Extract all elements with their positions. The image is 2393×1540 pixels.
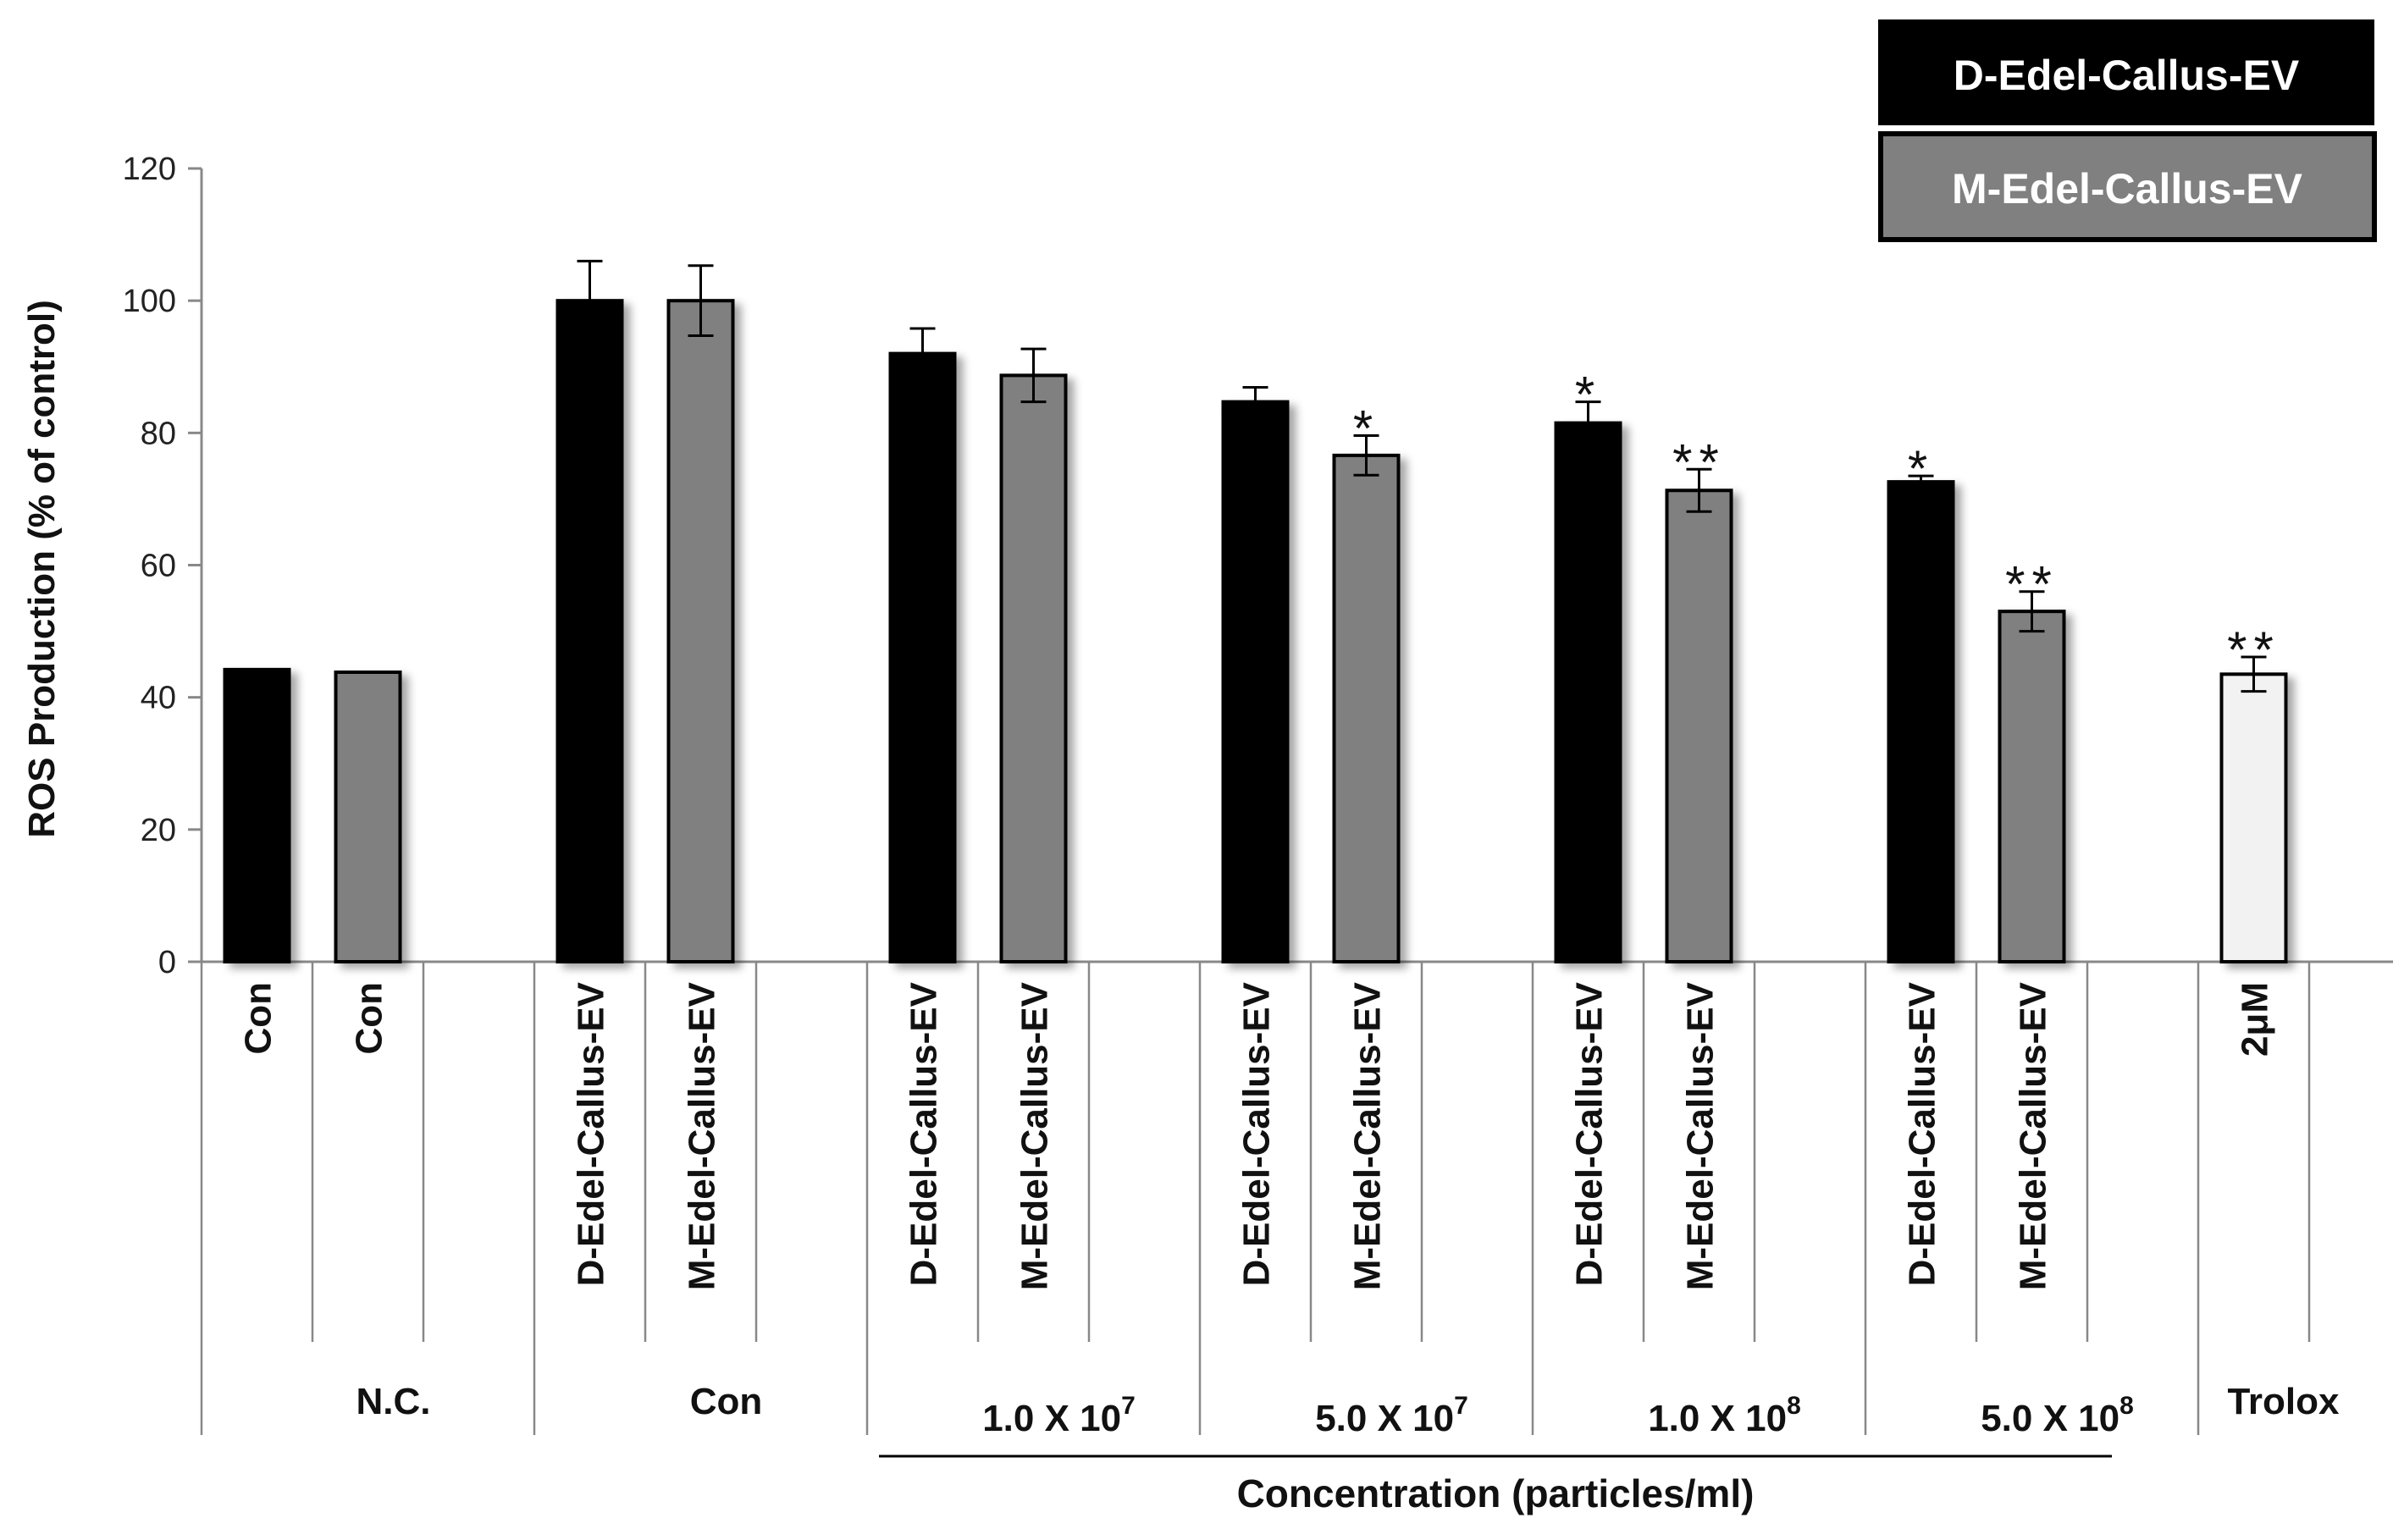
category-label: D-Edel-Callus-EV xyxy=(1236,981,1278,1286)
group-label: 1.0 X 108 xyxy=(1648,1392,1801,1439)
category-label: 2μM xyxy=(2235,982,2276,1057)
group-label: 1.0 X 107 xyxy=(982,1392,1136,1439)
bar xyxy=(1554,421,1622,963)
category-label: D-Edel-Callus-EV xyxy=(904,981,945,1286)
y-tick-label: 40 xyxy=(141,681,176,716)
y-tick-label: 120 xyxy=(123,152,176,187)
category-label: D-Edel-Callus-EV xyxy=(571,981,612,1286)
y-tick-label: 0 xyxy=(158,945,176,980)
bar xyxy=(1998,610,2066,963)
group-label: N.C. xyxy=(356,1381,431,1422)
significance-marker: * xyxy=(1353,400,1379,456)
y-axis: 0 20 40 60 80 100 120 xyxy=(123,152,203,980)
bar xyxy=(334,670,402,963)
significance-marker: ** xyxy=(2227,621,2280,678)
legend: D-Edel-Callus-EV M-Edel-Callus-EV xyxy=(1878,19,2377,242)
category-label: D-Edel-Callus-EV xyxy=(1902,981,1943,1286)
group-label: Trolox xyxy=(2227,1381,2340,1422)
group-label-exponent: 8 xyxy=(1787,1392,1801,1420)
bar xyxy=(999,373,1068,964)
group-labels: N.C. Con 1.0 X 107 5.0 X 107 1.0 X 108 5.0 X … xyxy=(356,1381,2340,1439)
y-tick-label: 60 xyxy=(141,549,176,584)
group-label: 5.0 X 108 xyxy=(1981,1392,2134,1439)
category-label: Con xyxy=(238,982,279,1055)
significance-marker: * xyxy=(1575,367,1601,423)
category-labels: Con Con D-Edel-Callus-EV M-Edel-Callus-EV D-… xyxy=(238,981,2276,1290)
y-tick-label: 20 xyxy=(141,813,176,848)
x-axis xyxy=(200,960,2393,1435)
bar xyxy=(555,299,624,963)
bar xyxy=(2219,672,2288,964)
category-label: D-Edel-Callus-EV xyxy=(1569,981,1611,1286)
bar xyxy=(1887,480,1955,963)
y-axis-label: ROS Production (% of control) xyxy=(21,300,63,838)
bar xyxy=(1221,400,1290,963)
legend-item-d-swatch xyxy=(1878,19,2374,125)
bar xyxy=(223,667,291,963)
group-label-exponent: 8 xyxy=(2119,1392,2134,1420)
category-label: Con xyxy=(349,982,390,1055)
bar xyxy=(888,351,957,963)
legend-item-m-swatch xyxy=(1878,131,2377,242)
group-label-exponent: 7 xyxy=(1121,1392,1136,1420)
bar xyxy=(1665,488,1733,963)
legend-item-m-label: M-Edel-Callus-EV xyxy=(1952,165,2303,213)
significance-marker: ** xyxy=(2005,556,2059,613)
bars: **** ***** xyxy=(223,259,2288,964)
category-label: M-Edel-Callus-EV xyxy=(2013,981,2054,1290)
y-tick-label: 100 xyxy=(123,284,176,319)
y-tick-label: 80 xyxy=(141,416,176,451)
category-label: M-Edel-Callus-EV xyxy=(1014,981,1056,1290)
bar xyxy=(1332,453,1401,963)
group-label-exponent: 7 xyxy=(1454,1392,1468,1420)
group-label: Con xyxy=(690,1381,763,1422)
category-label: M-Edel-Callus-EV xyxy=(682,981,723,1290)
significance-marker: ** xyxy=(1672,433,1726,490)
group-label: 5.0 X 107 xyxy=(1315,1392,1468,1439)
x-axis-label: Concentration (particles/ml) xyxy=(1237,1471,1755,1515)
bar xyxy=(666,299,735,963)
legend-item-d-label: D-Edel-Callus-EV xyxy=(1954,52,2300,99)
category-label: M-Edel-Callus-EV xyxy=(1680,981,1722,1290)
category-label: M-Edel-Callus-EV xyxy=(1347,981,1389,1290)
significance-marker: * xyxy=(1908,440,1934,497)
